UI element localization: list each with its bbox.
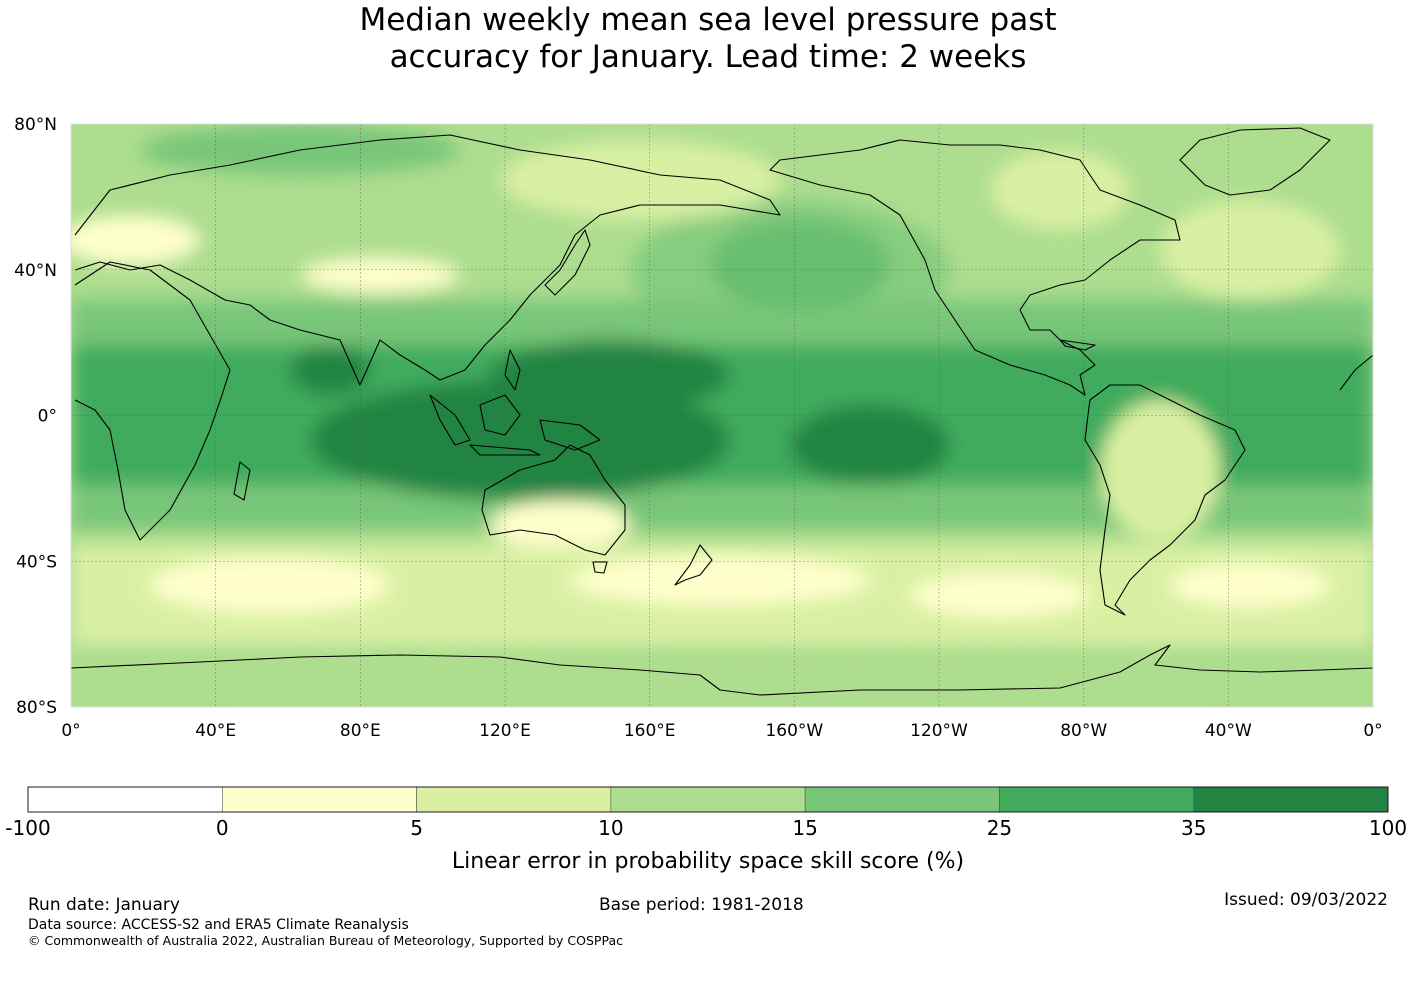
lon-label-9: 0° bbox=[1363, 721, 1382, 741]
skill-patch-antarctic bbox=[220, 655, 1220, 705]
skill-patch-siberia bbox=[500, 140, 780, 220]
colorbar-tick-4: 15 bbox=[792, 816, 817, 840]
coastline-madagascar bbox=[233, 461, 251, 501]
chart-title-line-2: accuracy for January. Lead time: 2 weeks bbox=[389, 39, 1027, 75]
latitude-labels: 80°N 40°N 0° 40°S 80°S bbox=[14, 115, 57, 718]
skill-patch-south-america bbox=[1100, 400, 1220, 540]
colorbar-segment-1 bbox=[221, 786, 417, 813]
coastline-indonesia-2 bbox=[469, 444, 541, 456]
skill-patch-central-asia bbox=[300, 257, 460, 293]
colorbar-tick-1: 0 bbox=[216, 816, 229, 840]
coastline-new-guinea bbox=[539, 419, 601, 451]
issued-date: Issued: 09/03/2022 bbox=[1224, 890, 1388, 910]
coastline-africa bbox=[74, 261, 231, 541]
lat-label-0: 80°N bbox=[14, 115, 57, 135]
coastline-north-america bbox=[769, 139, 1181, 396]
skill-core-warm-pool bbox=[490, 340, 730, 410]
skill-core-east-pacific bbox=[790, 405, 950, 485]
coastline-europe-west bbox=[1339, 354, 1373, 391]
chart-title: Median weekly mean sea level pressure pa… bbox=[0, 2, 1416, 76]
coastline-borneo bbox=[479, 394, 521, 436]
skill-patch-southern-1 bbox=[150, 557, 390, 613]
colorbar-tick-6: 35 bbox=[1181, 816, 1206, 840]
colorbar-tick-3: 10 bbox=[598, 816, 623, 840]
skill-blob-north-pacific-outer bbox=[630, 200, 950, 340]
lon-label-2: 80°E bbox=[340, 721, 381, 741]
skill-patch-southern-4 bbox=[1170, 563, 1330, 607]
graticule-lines bbox=[71, 124, 1373, 707]
copyright-notice: © Commonwealth of Australia 2022, Austra… bbox=[28, 933, 623, 948]
colorbar-segment-6 bbox=[1193, 786, 1389, 813]
colorbar-tick-2: 5 bbox=[410, 816, 423, 840]
colorbar-label: Linear error in probability space skill … bbox=[452, 849, 964, 874]
colorbar-segment-4 bbox=[804, 786, 1000, 813]
coastline-cuba bbox=[1059, 339, 1096, 351]
longitude-labels: 0° 40°E 80°E 120°E 160°E 160°W 120°W 80°W 40°W 0° bbox=[61, 721, 1382, 741]
base-period: Base period: 1981-2018 bbox=[599, 895, 804, 915]
skill-patch-atlantic bbox=[1160, 200, 1340, 300]
skill-core-indian bbox=[290, 345, 370, 395]
coastline-south-america bbox=[1084, 384, 1246, 616]
lon-label-0: 0° bbox=[61, 721, 80, 741]
colorbar-segment-5 bbox=[999, 786, 1195, 813]
colorbar-outline bbox=[27, 786, 1389, 813]
coastline-philippines bbox=[504, 349, 521, 391]
lon-label-4: 160°E bbox=[624, 721, 676, 741]
lat-label-3: 40°S bbox=[16, 552, 57, 572]
colorbar-segment-0 bbox=[27, 786, 223, 813]
coastline-japan bbox=[544, 229, 591, 296]
lon-label-3: 120°E bbox=[479, 721, 531, 741]
lat-label-2: 0° bbox=[38, 407, 57, 427]
coastline-eurasia bbox=[74, 134, 781, 386]
skill-core-west-pacific bbox=[310, 380, 730, 500]
skill-patch-southern-2 bbox=[570, 555, 870, 605]
lon-label-5: 160°W bbox=[765, 721, 823, 741]
colorbar: -100 0 5 10 15 25 35 100 bbox=[5, 786, 1407, 840]
data-source: Data source: ACCESS-S2 and ERA5 Climate … bbox=[28, 917, 409, 933]
run-date: Run date: January bbox=[28, 895, 180, 915]
chart-title-line-1: Median weekly mean sea level pressure pa… bbox=[359, 2, 1057, 38]
skill-patch-canada bbox=[990, 150, 1130, 230]
skill-patch-europe bbox=[71, 215, 200, 265]
lat-label-1: 40°N bbox=[14, 261, 57, 281]
skill-patch-southern-3 bbox=[910, 573, 1090, 617]
skill-field-blobs bbox=[71, 125, 1373, 705]
lon-label-8: 40°W bbox=[1205, 721, 1252, 741]
coastline-australia bbox=[481, 444, 626, 556]
lat-label-4: 80°S bbox=[16, 698, 57, 718]
colorbar-tick-5: 25 bbox=[987, 816, 1012, 840]
colorbar-segment-2 bbox=[416, 786, 612, 813]
colorbar-tick-0: -100 bbox=[5, 816, 50, 840]
map-frame bbox=[70, 123, 1374, 708]
lon-label-6: 120°W bbox=[910, 721, 968, 741]
map-plot-area bbox=[71, 124, 1373, 707]
colorbar-tick-7: 100 bbox=[1369, 816, 1407, 840]
coastline-new-zealand bbox=[674, 544, 713, 586]
coastlines bbox=[71, 127, 1373, 696]
lon-label-7: 80°W bbox=[1060, 721, 1107, 741]
coastline-indonesia-1 bbox=[429, 394, 471, 446]
coastline-antarctica bbox=[71, 644, 1373, 696]
coastline-greenland bbox=[1179, 127, 1331, 196]
colorbar-segment-3 bbox=[610, 786, 806, 813]
skill-patch-australia bbox=[490, 500, 630, 550]
coastline-tasmania bbox=[592, 561, 608, 574]
lon-label-1: 40°E bbox=[195, 721, 236, 741]
